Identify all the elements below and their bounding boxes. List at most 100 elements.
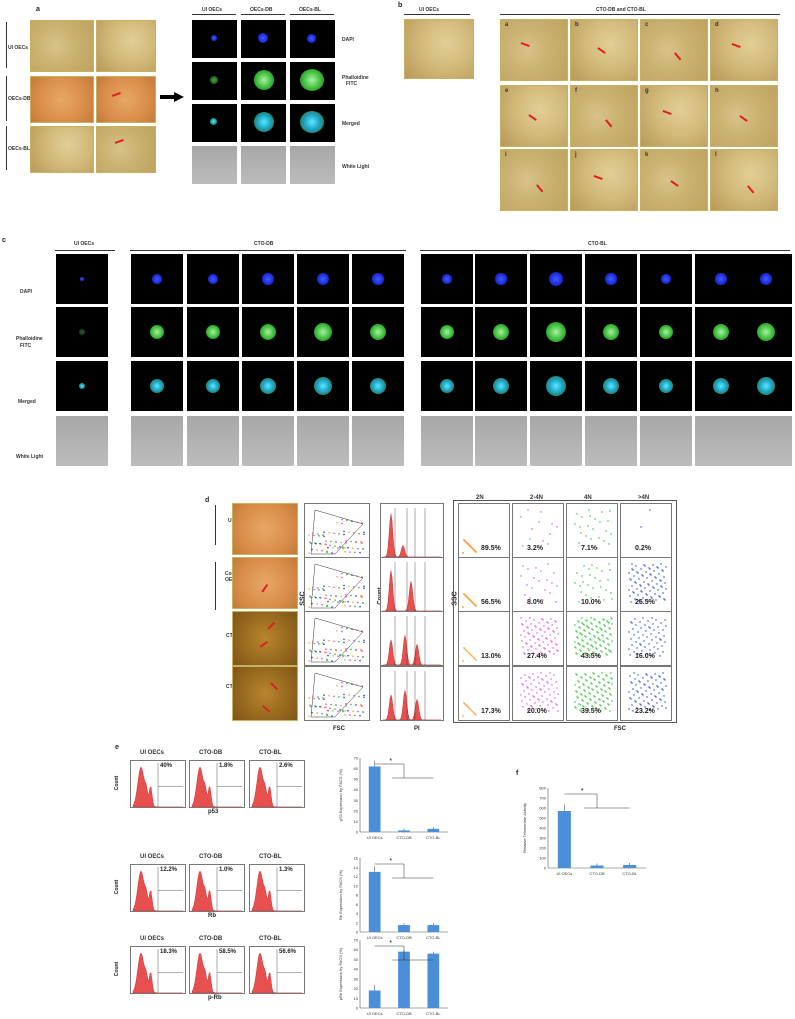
cell-blob [605, 273, 617, 285]
y-tick-label: 10 [354, 819, 359, 824]
fitc-image [585, 307, 637, 357]
significance-star: * [389, 940, 392, 947]
cell-blob [757, 377, 775, 395]
percentage-label: 13.0% [481, 653, 501, 660]
x-tick-label: CTO-BL [426, 835, 441, 840]
row-label-ui-oecs: UI OECs [8, 45, 29, 51]
white-light-image [290, 146, 335, 184]
marker-histogram [249, 864, 305, 912]
e-col-header: CTO-DB [199, 936, 223, 942]
percentage-label: 89.5% [481, 545, 501, 552]
cell-blob [495, 273, 507, 285]
marker-histogram [249, 760, 305, 808]
micrograph [232, 666, 298, 721]
merged-image [187, 361, 239, 411]
ssc-fsc-scatter [304, 557, 370, 612]
merged-image [241, 104, 286, 142]
bar [427, 828, 440, 832]
ploidy-scatter: 89.5% [458, 503, 510, 558]
sub-panel-label: c [645, 22, 649, 28]
white-light-image [131, 416, 183, 466]
white-light-image [297, 416, 349, 466]
fitc-image [695, 307, 747, 357]
micrograph: d [710, 19, 778, 81]
white-light-image [530, 416, 582, 466]
cell-blob [493, 324, 509, 340]
c-stain-dapi: DAPI [20, 289, 32, 295]
panel-label-a: a [36, 6, 40, 13]
y-tick-label: 500 [539, 816, 546, 821]
percentage-label: 3.2% [527, 545, 543, 552]
panel-label-f: f [516, 770, 519, 777]
y-tick-label: 50 [354, 957, 359, 962]
c-stain-fitc: FITC [20, 343, 32, 349]
y-tick-label: 8 [356, 893, 359, 898]
micrograph: f [570, 85, 638, 147]
percentage-label: 12.2% [160, 867, 178, 873]
micrograph [232, 611, 298, 666]
percentage-label: 0.2% [635, 545, 651, 552]
marker-histogram [130, 864, 186, 912]
y-axis-label: Rb Expression by FACS (%) [338, 869, 343, 920]
x-tick-label: UI OECs [367, 835, 383, 840]
cell-blob [440, 325, 454, 339]
percentage-label: 1.0% [219, 867, 233, 873]
micrograph: e [500, 85, 568, 147]
cell-blob [206, 379, 220, 393]
panel-b-cto-header: CTO-DB and CTO-BL [596, 7, 646, 13]
dapi-image [530, 254, 582, 304]
cell-blob [370, 324, 386, 340]
micrograph: k [640, 149, 708, 211]
cell-blob [661, 274, 671, 284]
bar [368, 871, 381, 932]
percentage-label: 8.0% [527, 599, 543, 606]
col-header-oecs-db: OECs-DB [250, 7, 273, 13]
dapi-image [640, 254, 692, 304]
ploidy-scatter: 20.0% [512, 666, 564, 721]
ploidy-scatter: 39.5% [566, 666, 618, 721]
micrograph [30, 126, 94, 173]
bar [427, 953, 440, 1008]
pi-histogram [380, 557, 444, 612]
panel-label-e: e [115, 744, 119, 751]
dapi-image [131, 254, 183, 304]
cell-blob [549, 272, 563, 286]
marker-label: p53 [208, 809, 219, 815]
dapi-image [421, 254, 473, 304]
y-tick-label: 0 [356, 930, 359, 935]
bar [368, 766, 381, 832]
y-tick-label: 20 [354, 808, 359, 813]
red-arrow-icon [747, 185, 755, 194]
marker-histogram [189, 946, 245, 994]
white-light-image [585, 416, 637, 466]
merged-image [475, 361, 527, 411]
white-light-image [242, 416, 294, 466]
y-tick-label: 30 [354, 798, 359, 803]
merged-image [585, 361, 637, 411]
dapi-image [297, 254, 349, 304]
fitc-image [297, 307, 349, 357]
percentage-label: 56.6% [279, 949, 297, 955]
merged-image [290, 104, 335, 142]
white-light-image [421, 416, 473, 466]
cell-blob [208, 274, 218, 284]
y-tick-label: 300 [539, 836, 546, 841]
c-stain-phalloidine: Phalloidine [16, 336, 43, 342]
y-tick-label: 6 [356, 902, 359, 907]
y-tick-label: 40 [354, 967, 359, 972]
x-tick-label: UI OECs [367, 1011, 383, 1016]
ploidy-header: 2-4N [530, 495, 544, 501]
cell-blob [150, 379, 164, 393]
fitc-image [242, 307, 294, 357]
micrograph: i [500, 149, 568, 211]
cell-blob [546, 322, 566, 342]
sub-panel-label: l [715, 152, 717, 158]
marker-histogram [189, 864, 245, 912]
marker-histogram [130, 760, 186, 808]
red-arrow-icon [593, 175, 603, 180]
marker-histogram [249, 946, 305, 994]
y-tick-label: 0 [356, 1006, 359, 1011]
y-tick-label: 70 [354, 756, 359, 761]
percentage-label: 7.1% [581, 545, 597, 552]
y-tick-label: 30 [354, 976, 359, 981]
